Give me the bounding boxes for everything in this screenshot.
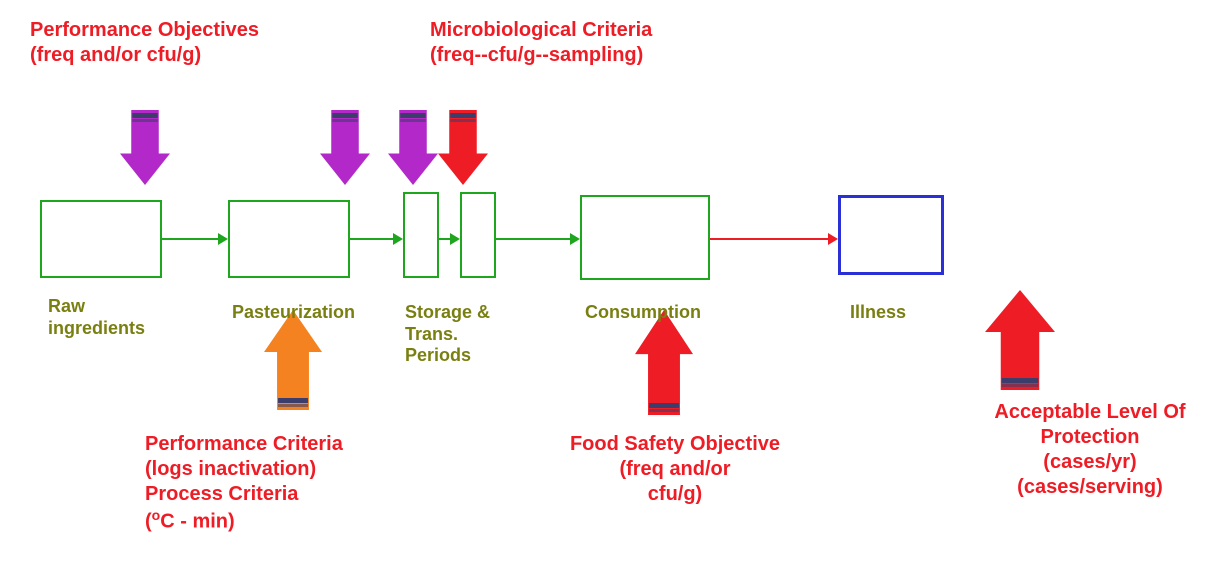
box-b_pasteur — [228, 200, 350, 278]
block-arrow-3 — [438, 110, 488, 190]
box-b_stor1 — [403, 192, 439, 278]
stage-label-pasteur: Pasteurization — [232, 302, 355, 324]
block-arrow-0 — [120, 110, 170, 190]
box-b_illness — [838, 195, 944, 275]
label-perfObj: Performance Objectives(freq and/or cfu/g… — [30, 18, 259, 68]
flow-arrow-3 — [496, 231, 580, 252]
box-b_raw — [40, 200, 162, 278]
label-microCrit: Microbiological Criteria(freq--cfu/g--sa… — [430, 18, 652, 68]
label-fso: Food Safety Objective(freq and/orcfu/g) — [545, 432, 805, 507]
stage-label-illness: Illness — [850, 302, 906, 324]
block-arrow-4 — [264, 310, 322, 415]
stage-label-storage: Storage &Trans.Periods — [405, 302, 490, 367]
block-arrow-5 — [635, 310, 693, 420]
box-b_stor2 — [460, 192, 496, 278]
flow-arrow-2 — [439, 231, 460, 252]
flow-arrow-0 — [162, 231, 228, 252]
flow-arrow-1 — [350, 231, 403, 252]
box-b_consump — [580, 195, 710, 280]
block-arrow-2 — [388, 110, 438, 190]
stage-label-raw: Rawingredients — [48, 296, 145, 339]
block-arrow-6 — [985, 290, 1055, 395]
flow-arrow-4 — [710, 231, 838, 252]
label-alop: Acceptable Level OfProtection(cases/yr)(… — [960, 400, 1219, 500]
block-arrow-1 — [320, 110, 370, 190]
stage-label-consump: Consumption — [585, 302, 701, 324]
label-perfCrit: Performance Criteria (logs inactivation)… — [145, 432, 343, 535]
